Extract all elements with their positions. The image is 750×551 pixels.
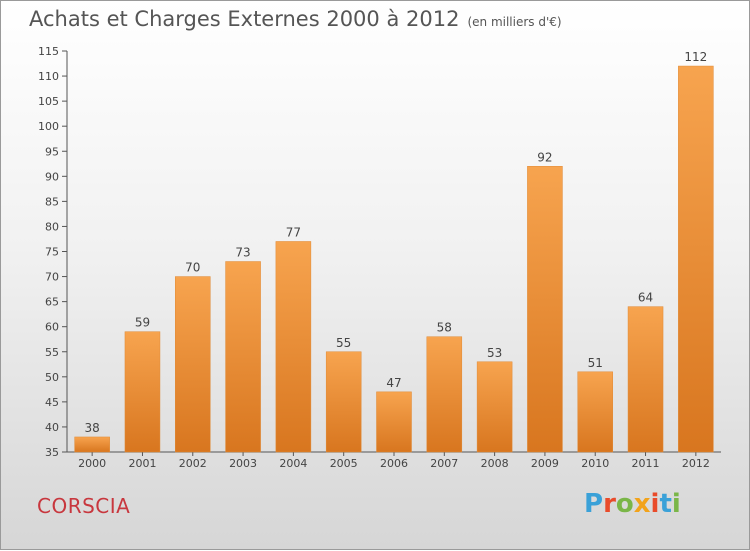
chart-title: Achats et Charges Externes 2000 à 2012 (e…: [29, 7, 562, 31]
x-tick-label-2007: 2007: [430, 457, 458, 470]
logo-letter: r: [603, 489, 616, 519]
data-label-2002: 70: [185, 261, 200, 275]
y-tick-label: 85: [45, 195, 59, 208]
axes: 35 40 45 50 55 60 65 70 75 80 85 90 95 100 105 110 115 20…: [38, 45, 721, 470]
y-tick-label: 55: [45, 346, 59, 359]
y-tick-label: 80: [45, 220, 59, 233]
bar-2001[interactable]: [124, 331, 161, 453]
proxiti-logo[interactable]: Proxiti: [584, 489, 681, 519]
y-tick-label: 95: [45, 145, 59, 158]
x-tick-label-2003: 2003: [229, 457, 257, 470]
logo-letter: x: [633, 489, 651, 519]
data-label-2009: 92: [537, 150, 552, 164]
y-tick-label: 100: [38, 120, 59, 133]
logo-letter: o: [615, 489, 634, 519]
y-tick-label: 75: [45, 246, 59, 259]
y-tick-label: 40: [45, 421, 59, 434]
logo-letter: t: [659, 489, 672, 519]
data-label-2000: 38: [85, 421, 100, 435]
x-tick-label-2009: 2009: [531, 457, 559, 470]
data-label-2010: 51: [588, 356, 603, 370]
x-tick-label-2004: 2004: [279, 457, 307, 470]
x-tick-label-2001: 2001: [128, 457, 156, 470]
bar-2002[interactable]: [175, 276, 211, 453]
x-tick-label-2010: 2010: [581, 457, 609, 470]
bar-2009[interactable]: [527, 166, 563, 453]
y-tick-label: 110: [38, 70, 59, 83]
data-label-2001: 59: [135, 316, 150, 330]
logo-letter: i: [671, 489, 681, 519]
x-tick-label-2005: 2005: [330, 457, 358, 470]
y-tick-label: 45: [45, 396, 59, 409]
bar-2000[interactable]: [74, 436, 110, 453]
x-tick-label-2012: 2012: [682, 457, 710, 470]
data-label-2006: 47: [386, 376, 401, 390]
x-tick-label-2008: 2008: [481, 457, 509, 470]
y-tick-label: 60: [45, 321, 59, 334]
logo-letter: P: [584, 489, 604, 519]
bars: 38 59 70 73 77 55 47 58 53 92 51 64 112: [74, 50, 714, 453]
y-tick-label: 50: [45, 371, 59, 384]
data-label-2008: 53: [487, 346, 502, 360]
data-label-2007: 58: [437, 321, 452, 335]
bar-2003[interactable]: [225, 261, 261, 453]
data-label-2012: 112: [684, 50, 707, 64]
bar-2012[interactable]: [678, 65, 714, 453]
x-tick-label-2011: 2011: [632, 457, 660, 470]
y-tick-label: 105: [38, 95, 59, 108]
bar-2010[interactable]: [577, 371, 613, 453]
chart-subtitle: (en milliers d'€): [467, 15, 562, 29]
x-tick-label-2002: 2002: [179, 457, 207, 470]
logo-letter: i: [650, 489, 660, 519]
y-tick-label: 70: [45, 271, 59, 284]
place-name: CORSCIA: [37, 494, 131, 518]
x-tick-label-2000: 2000: [78, 457, 106, 470]
y-tick-label: 65: [45, 296, 59, 309]
bar-2005[interactable]: [325, 351, 362, 453]
data-label-2003: 73: [235, 246, 250, 260]
y-tick-label: 35: [45, 446, 59, 459]
x-tick-label-2006: 2006: [380, 457, 408, 470]
data-label-2004: 77: [286, 225, 301, 239]
bar-2006[interactable]: [376, 391, 412, 453]
y-tick-label: 115: [38, 45, 59, 58]
title-text: Achats et Charges Externes 2000 à 2012: [29, 7, 460, 31]
bar-2004[interactable]: [275, 241, 312, 453]
y-tick-label: 90: [45, 170, 59, 183]
bar-2011[interactable]: [627, 306, 664, 453]
bar-2007[interactable]: [426, 336, 463, 453]
bar-2008[interactable]: [476, 361, 513, 453]
data-label-2005: 55: [336, 336, 351, 350]
data-label-2011: 64: [638, 291, 653, 305]
